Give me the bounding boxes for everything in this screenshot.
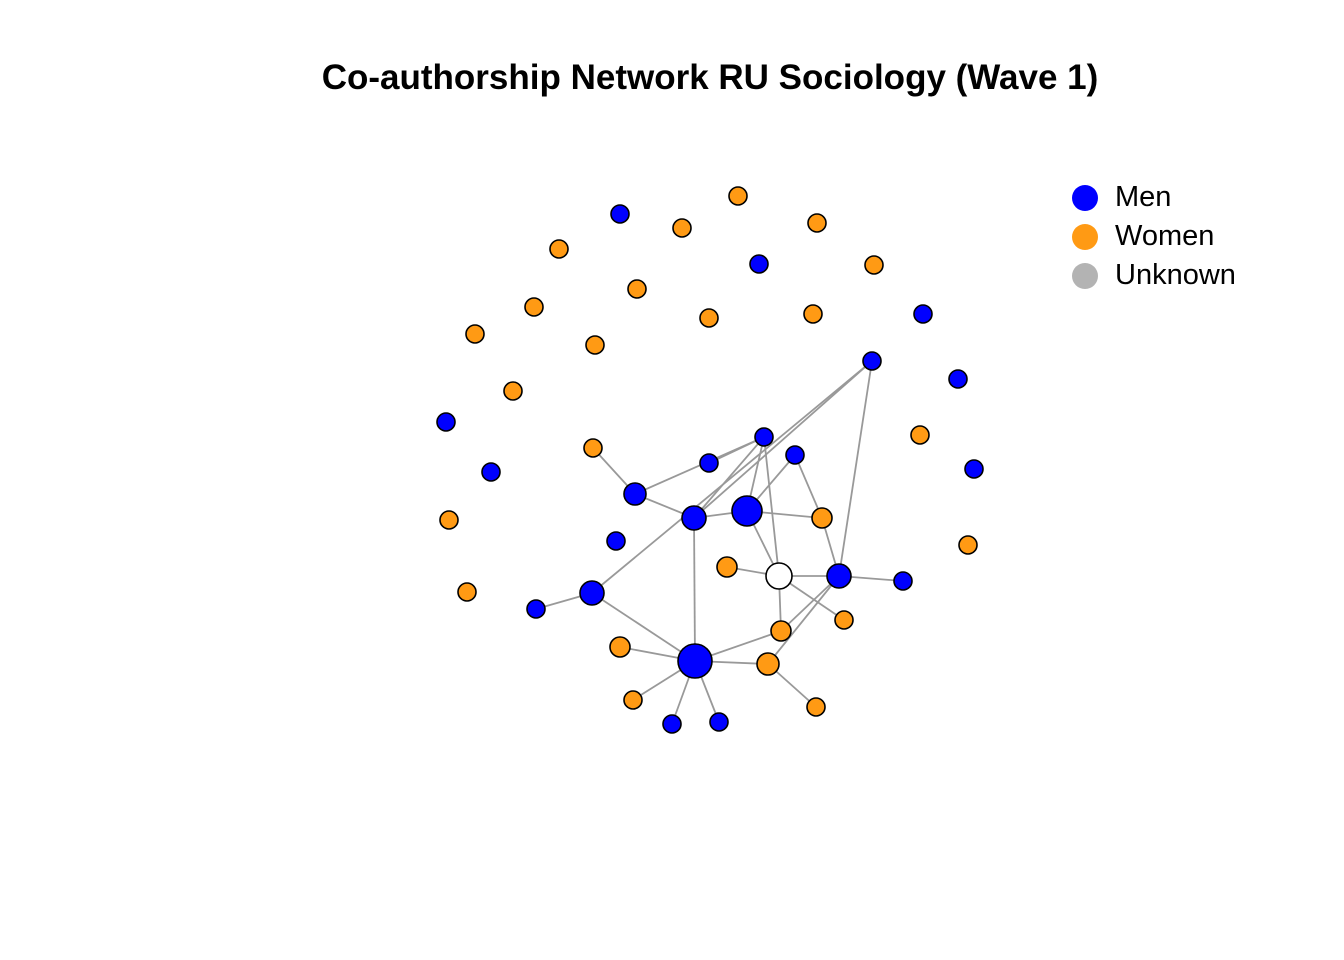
- edge-layer: [535, 360, 904, 725]
- legend-label: Men: [1115, 181, 1172, 213]
- network-edge: [708, 436, 765, 464]
- network-edge: [780, 575, 840, 632]
- network-node-women: [549, 239, 569, 259]
- legend-item-men: Men: [1072, 178, 1236, 217]
- network-edge: [763, 436, 780, 577]
- network-node-women: [585, 335, 605, 355]
- legend-swatch: [1072, 184, 1098, 211]
- legend: Men Women Unknown: [1072, 178, 1236, 295]
- network-node-men: [785, 445, 805, 465]
- network-node-women: [716, 556, 738, 578]
- network-node-women: [699, 308, 719, 328]
- network-node-women: [439, 510, 459, 530]
- network-edge: [767, 575, 840, 665]
- network-node-women: [811, 507, 833, 529]
- network-edge: [591, 360, 873, 594]
- network-node-men: [436, 412, 456, 432]
- network-edge: [838, 360, 873, 577]
- network-node-unknown: [765, 562, 793, 590]
- network-node-women: [807, 213, 827, 233]
- legend-item-unknown: Unknown: [1072, 256, 1236, 295]
- network-node-men: [754, 427, 774, 447]
- network-node-men: [623, 482, 647, 506]
- network-node-women: [583, 438, 603, 458]
- legend-swatch: [1072, 262, 1098, 289]
- network-node-women: [457, 582, 477, 602]
- network-node-men: [677, 643, 713, 679]
- network-edge: [693, 360, 873, 519]
- network-node-women: [834, 610, 854, 630]
- legend-label: Women: [1115, 220, 1215, 252]
- network-node-men: [610, 204, 630, 224]
- network-node-women: [672, 218, 692, 238]
- network-node-women: [503, 381, 523, 401]
- plot-title: Co-authorship Network RU Sociology (Wave…: [321, 58, 1099, 97]
- network-node-women: [803, 304, 823, 324]
- network-node-men: [579, 580, 605, 606]
- node-layer: [436, 186, 984, 734]
- network-edge: [591, 592, 696, 662]
- network-node-men: [699, 453, 719, 473]
- network-node-men: [481, 462, 501, 482]
- network-node-men: [749, 254, 769, 274]
- network-node-women: [770, 620, 792, 642]
- network-node-women: [806, 697, 826, 717]
- network-node-men: [662, 714, 682, 734]
- network-node-women: [864, 255, 884, 275]
- network-node-women: [958, 535, 978, 555]
- network-node-men: [709, 712, 729, 732]
- legend-item-women: Women: [1072, 217, 1236, 256]
- legend-label: Unknown: [1115, 259, 1236, 291]
- network-node-men: [681, 505, 707, 531]
- network-node-men: [893, 571, 913, 591]
- network-node-women: [910, 425, 930, 445]
- network-node-men: [948, 369, 968, 389]
- network-node-men: [526, 599, 546, 619]
- network-node-men: [964, 459, 984, 479]
- network-edge: [693, 436, 765, 519]
- network-edge: [794, 454, 823, 519]
- network-node-women: [465, 324, 485, 344]
- network-node-men: [862, 351, 882, 371]
- legend-swatch: [1072, 223, 1098, 250]
- network-node-men: [826, 563, 852, 589]
- network-node-men: [606, 531, 626, 551]
- network-edge: [693, 517, 696, 662]
- network-node-women: [524, 297, 544, 317]
- network-node-women: [609, 636, 631, 658]
- network-node-women: [627, 279, 647, 299]
- network-node-women: [728, 186, 748, 206]
- network-node-men: [913, 304, 933, 324]
- network-node-men: [731, 495, 763, 527]
- network-node-women: [623, 690, 643, 710]
- network-node-women: [756, 652, 780, 676]
